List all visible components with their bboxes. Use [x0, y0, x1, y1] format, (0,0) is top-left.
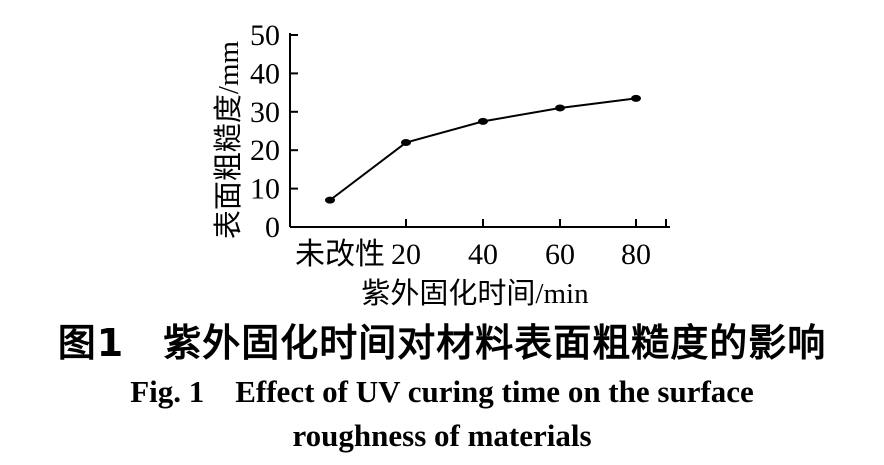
series-line — [329, 97, 637, 201]
x-tick-label: 20 — [391, 238, 421, 271]
y-axis-ticks: 0 10 20 30 40 50 — [250, 19, 298, 244]
figure-caption-english: Fig. 1 Effect of UV curing time on the s… — [0, 370, 884, 458]
y-tick-label: 50 — [250, 19, 280, 52]
x-tick-label: 60 — [545, 238, 575, 271]
y-tick-label: 30 — [250, 96, 280, 129]
caption-en-line-2: roughness of materials — [292, 418, 592, 453]
y-tick-label: 0 — [265, 211, 280, 244]
y-tick-label: 20 — [250, 134, 280, 167]
data-point — [555, 104, 565, 112]
data-point — [631, 94, 641, 102]
data-point — [401, 139, 411, 147]
y-tick-label: 10 — [250, 173, 280, 206]
caption-en-line-1: Fig. 1 Effect of UV curing time on the s… — [130, 374, 754, 409]
x-axis-label: 紫外固化时间/min — [361, 277, 589, 310]
x-tick-label: 40 — [468, 238, 498, 271]
y-axis-label: 表面粗糙度/mm — [212, 40, 245, 239]
data-series — [325, 94, 641, 204]
y-tick-label: 40 — [250, 57, 280, 90]
x-tick-label: 未改性 — [295, 238, 385, 271]
x-axis-ticks: 未改性 20 40 60 80 — [295, 219, 667, 271]
x-tick-label: 80 — [621, 238, 651, 271]
figure-caption-chinese: 图1 紫外固化时间对材料表面粗糙度的影响 — [57, 321, 827, 365]
axes — [289, 33, 670, 228]
data-point — [325, 196, 335, 204]
data-point — [478, 117, 488, 125]
